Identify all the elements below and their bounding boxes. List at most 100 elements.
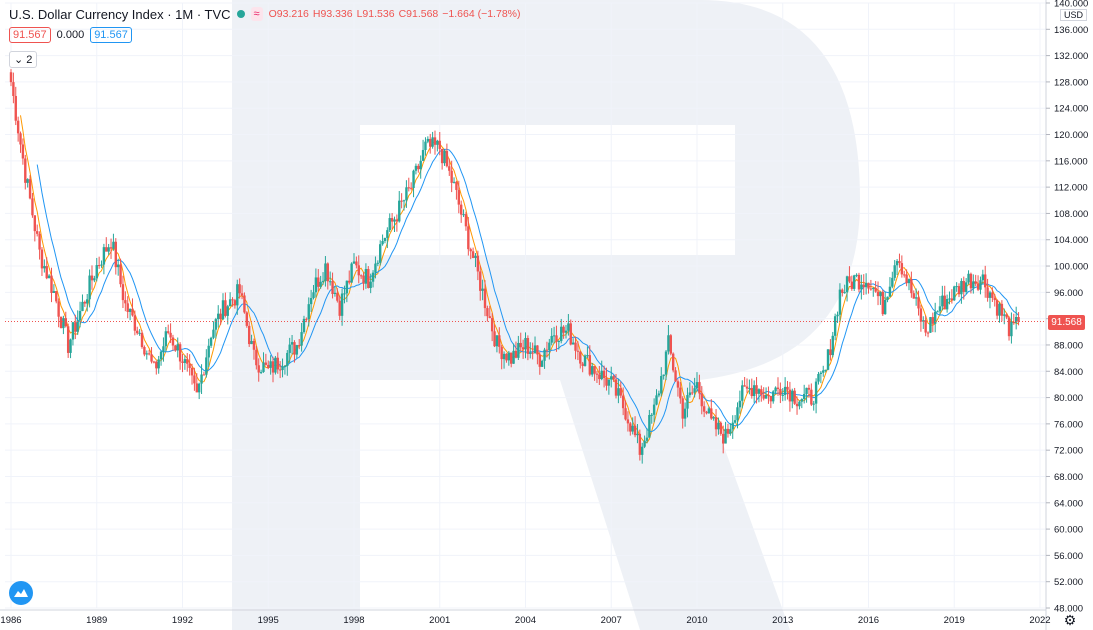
- candle-body: [707, 408, 711, 414]
- candle-body: [424, 141, 427, 150]
- candle-body: [474, 255, 477, 258]
- candle-body: [984, 274, 987, 288]
- symbol-title[interactable]: U.S. Dollar Currency Index · 1M · TVC: [9, 6, 231, 22]
- candle-body: [483, 288, 487, 309]
- candle-body: [552, 335, 556, 337]
- candle-body: [695, 382, 699, 389]
- candle-body: [409, 187, 413, 189]
- candle-body: [950, 298, 954, 301]
- candle-body: [891, 277, 894, 287]
- candle-body: [612, 376, 615, 380]
- candle-body: [283, 365, 287, 367]
- gear-icon[interactable]: ⚙: [1063, 612, 1077, 628]
- candle-body: [362, 275, 365, 284]
- candle-body: [243, 295, 246, 313]
- candle-body: [912, 293, 915, 299]
- price-tick-label: 76.000: [1054, 419, 1083, 430]
- price-tick-label: 136.000: [1054, 25, 1088, 36]
- candle-body: [674, 370, 677, 382]
- candle-body: [112, 241, 115, 249]
- candle-body: [52, 291, 56, 293]
- candle-body: [507, 352, 511, 361]
- candle-body: [38, 233, 41, 250]
- candle-body: [24, 158, 27, 183]
- collapse-indicators-button[interactable]: ⌄ 2: [9, 51, 38, 68]
- time-tick-label: 1992: [172, 615, 193, 626]
- open-value: O93.216: [268, 8, 309, 20]
- price-tick-label: 80.000: [1054, 393, 1083, 404]
- candle-body: [450, 170, 453, 183]
- candle-body: [257, 365, 260, 373]
- candle-body: [776, 387, 780, 389]
- price-tick-label: 52.000: [1054, 577, 1083, 588]
- time-tick-label: 1989: [86, 615, 107, 626]
- candle-body: [850, 281, 854, 289]
- candle-body: [886, 296, 889, 300]
- price-tick-label: 64.000: [1054, 498, 1083, 509]
- candle-body: [467, 226, 470, 250]
- candle-body: [831, 335, 834, 356]
- watermark-r-shape: [232, 0, 860, 630]
- indicator-badge[interactable]: ≈: [250, 7, 263, 21]
- candle-body: [629, 423, 632, 432]
- candle-body: [255, 349, 258, 366]
- candle-body: [638, 433, 642, 455]
- candle-body: [231, 299, 234, 301]
- candle-body: [309, 298, 313, 305]
- candle-body: [738, 400, 742, 408]
- candle-body: [729, 429, 732, 434]
- candle-body: [781, 394, 784, 396]
- candle-body: [945, 298, 949, 310]
- indicator-value-blue[interactable]: 91.567: [90, 27, 132, 43]
- candle-body: [212, 329, 215, 338]
- candle-body: [307, 304, 310, 320]
- candle-body: [390, 218, 394, 222]
- candle-body: [78, 311, 82, 321]
- candle-body: [326, 263, 329, 282]
- candle-body: [560, 326, 563, 342]
- candle-body: [579, 351, 582, 364]
- price-tick-label: 48.000: [1054, 604, 1083, 615]
- candlesticks: [9, 69, 1020, 464]
- candle-body: [81, 301, 84, 312]
- candle-body: [979, 280, 982, 290]
- candle-body: [812, 403, 815, 405]
- indicator-values-row: 91.567 0.000 91.567: [9, 27, 132, 43]
- candle-body: [286, 352, 289, 366]
- candle-body: [290, 342, 294, 345]
- candle-body: [717, 422, 720, 430]
- candle-body: [562, 326, 565, 333]
- candle-body: [624, 408, 627, 420]
- candle-body: [59, 316, 63, 329]
- candle-body: [548, 342, 551, 351]
- candle-body: [459, 204, 463, 215]
- candle-body: [105, 247, 108, 252]
- candle-body: [583, 355, 587, 366]
- candle-body: [338, 300, 341, 316]
- candle-body: [479, 271, 482, 291]
- candle-body: [114, 241, 118, 268]
- tradingview-logo-icon[interactable]: [9, 581, 33, 605]
- candle-body: [807, 387, 811, 390]
- indicator-value-red[interactable]: 91.567: [9, 27, 51, 43]
- candle-body: [26, 179, 29, 183]
- candle-body: [936, 311, 939, 313]
- candle-body: [976, 283, 980, 290]
- candle-body: [698, 382, 701, 394]
- candle-body: [743, 385, 746, 387]
- candle-body: [795, 403, 799, 407]
- candle-body: [655, 395, 658, 405]
- candle-body: [712, 417, 715, 419]
- time-tick-label: 2007: [601, 615, 622, 626]
- candle-body: [488, 316, 491, 319]
- candle-body: [121, 284, 125, 301]
- time-axis[interactable]: 1986 1989 1992 1995 1998 2001 2004 2007 2010 2013…: [0, 609, 1051, 626]
- candle-body: [490, 318, 494, 332]
- price-tick-label: 120.000: [1054, 130, 1088, 141]
- candle-body: [250, 340, 253, 345]
- candle-body: [764, 394, 768, 399]
- currency-unit-label[interactable]: USD: [1060, 9, 1088, 21]
- price-tick-label: 112.000: [1054, 183, 1088, 194]
- candle-body: [421, 149, 425, 161]
